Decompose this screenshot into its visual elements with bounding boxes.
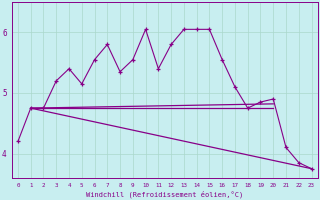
X-axis label: Windchill (Refroidissement éolien,°C): Windchill (Refroidissement éolien,°C) <box>86 190 244 198</box>
